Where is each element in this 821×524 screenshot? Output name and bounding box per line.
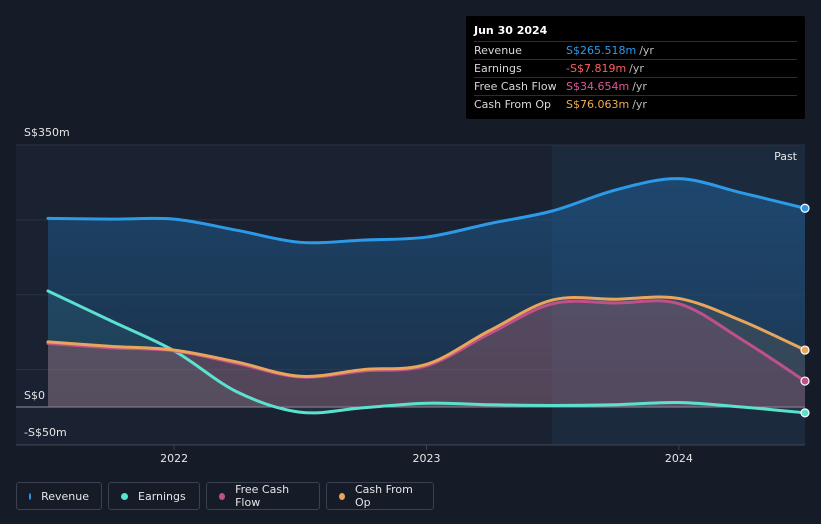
revenue-dot-icon bbox=[29, 492, 32, 500]
y-tick-label-top: S$350m bbox=[24, 126, 70, 139]
tooltip-label: Free Cash Flow bbox=[474, 80, 557, 93]
earnings-end-point[interactable] bbox=[800, 408, 810, 418]
tooltip-row-free-cash-flow: Free Cash Flow S$34.654m /yr bbox=[474, 77, 797, 95]
tooltip-label: Earnings bbox=[474, 62, 522, 75]
y-tick-label-zero: S$0 bbox=[24, 389, 45, 402]
tooltip-value: S$76.063m bbox=[566, 98, 630, 111]
tooltip-value: S$34.654m bbox=[566, 80, 630, 93]
tooltip-value: S$265.518m bbox=[566, 44, 637, 57]
legend-item-revenue[interactable]: Revenue bbox=[16, 482, 102, 510]
revenue-end-point[interactable] bbox=[800, 203, 810, 213]
legend-label: Earnings bbox=[138, 489, 186, 503]
earnings-area bbox=[48, 290, 805, 413]
x-tick-label: 2024 bbox=[665, 452, 693, 465]
cash-from-op-area bbox=[48, 296, 805, 407]
x-tick-label: 2023 bbox=[413, 452, 441, 465]
cash-from-op-dot-icon bbox=[339, 492, 345, 500]
x-tick-label: 2022 bbox=[160, 452, 188, 465]
tooltip-row-revenue: Revenue S$265.518m /yr bbox=[474, 41, 797, 59]
tooltip-date: Jun 30 2024 bbox=[474, 24, 548, 37]
free-cash-flow-area bbox=[48, 300, 805, 407]
cash-from-op-line bbox=[46, 295, 807, 378]
legend-item-free-cash-flow[interactable]: Free Cash Flow bbox=[206, 482, 320, 510]
tooltip-label: Cash From Op bbox=[474, 98, 552, 111]
revenue-line bbox=[46, 177, 807, 245]
tooltip-unit: /yr bbox=[629, 62, 644, 75]
cash-from-op-end-point[interactable] bbox=[800, 345, 810, 355]
legend-label: Cash From Op bbox=[355, 483, 413, 509]
tooltip-row-earnings: Earnings -S$7.819m /yr bbox=[474, 59, 797, 77]
tooltip-row-cash-from-op: Cash From Op S$76.063m /yr bbox=[474, 95, 797, 113]
revenue-area bbox=[48, 178, 805, 407]
tooltip: Jun 30 2024 Revenue S$265.518m /yr Earni… bbox=[466, 16, 805, 119]
free-cash-flow-end-point[interactable] bbox=[800, 376, 810, 386]
earnings-dot-icon bbox=[121, 492, 128, 500]
tooltip-unit: /yr bbox=[632, 98, 647, 111]
free-cash-flow-dot-icon bbox=[219, 492, 226, 500]
tooltip-value: -S$7.819m bbox=[566, 62, 627, 75]
tooltip-unit: /yr bbox=[632, 80, 647, 93]
legend: Revenue Earnings Free Cash Flow Cash Fro… bbox=[16, 482, 434, 510]
legend-item-cash-from-op[interactable]: Cash From Op bbox=[326, 482, 434, 510]
legend-label: Free Cash Flow bbox=[235, 483, 290, 509]
tooltip-label: Revenue bbox=[474, 44, 522, 57]
legend-item-earnings[interactable]: Earnings bbox=[108, 482, 200, 510]
y-tick-label-bottom: -S$50m bbox=[24, 426, 67, 439]
past-label: Past bbox=[774, 150, 798, 163]
tooltip-unit: /yr bbox=[639, 44, 654, 57]
legend-label: Revenue bbox=[41, 489, 89, 503]
